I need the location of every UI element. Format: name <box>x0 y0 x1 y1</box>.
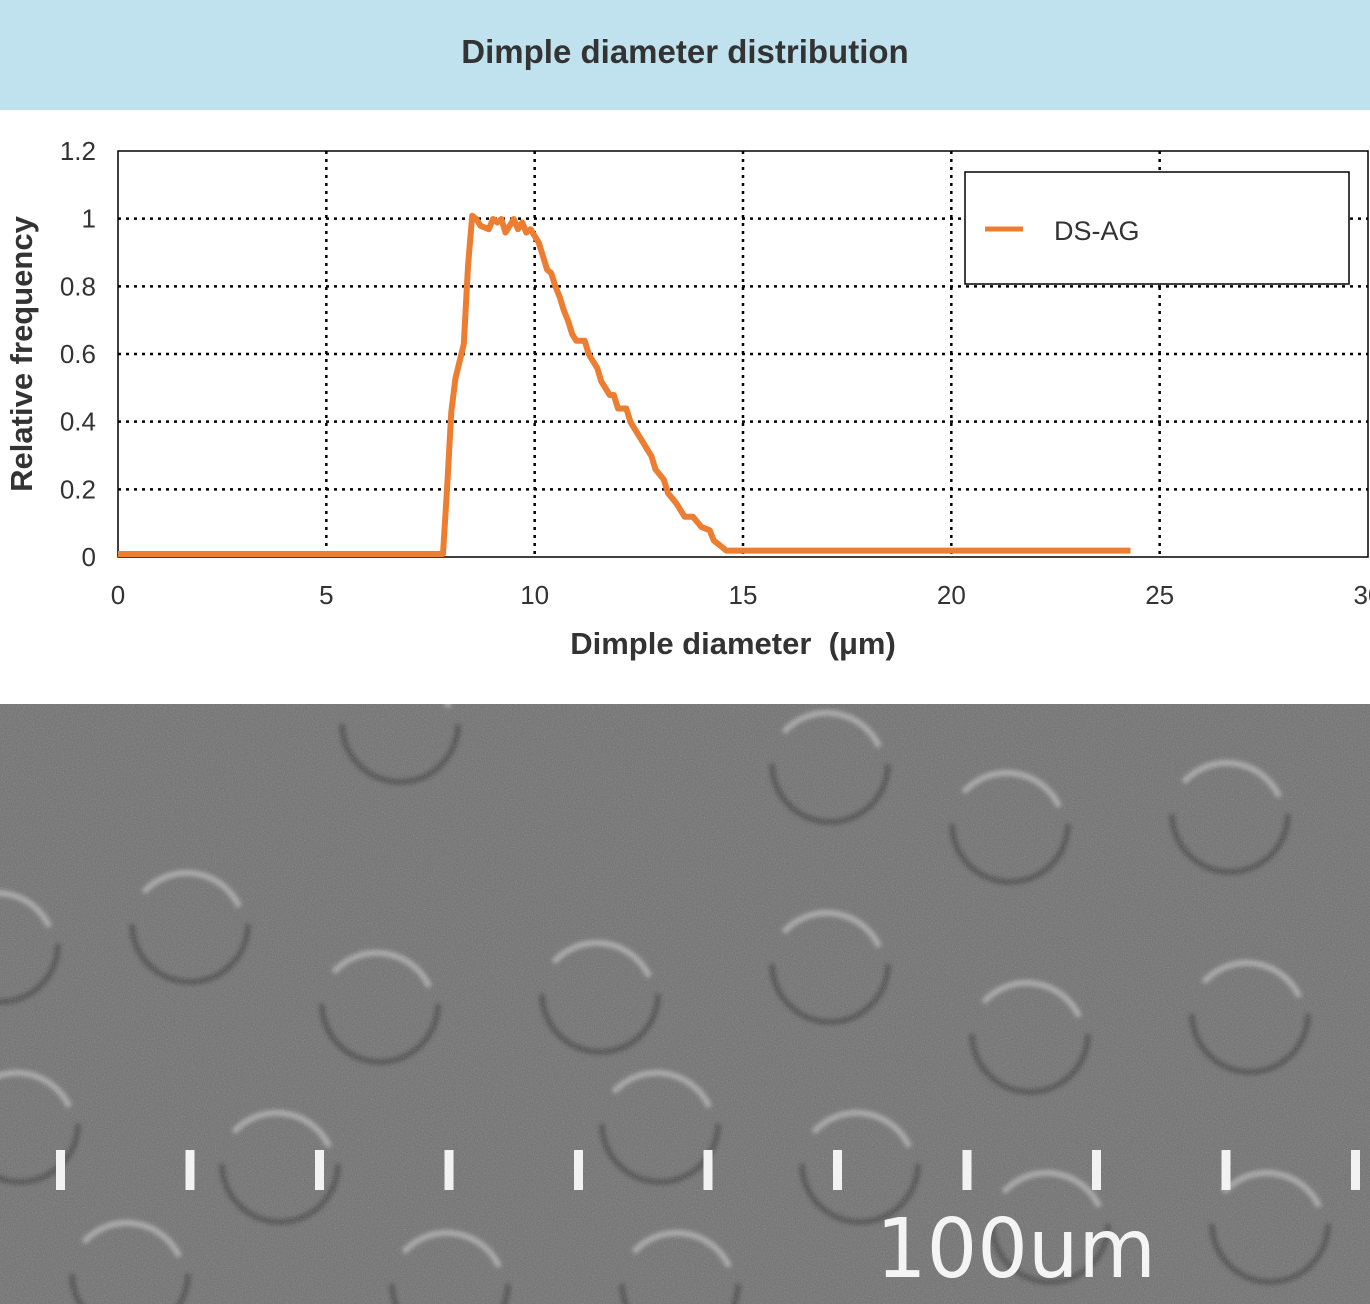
scale-tick <box>185 1150 195 1190</box>
scale-tick <box>1351 1150 1360 1190</box>
scale-tick <box>315 1150 324 1190</box>
x-tick-label: 30 <box>1354 580 1370 610</box>
scale-tick <box>1221 1150 1231 1190</box>
y-tick-label: 0.8 <box>60 271 96 301</box>
legend-box <box>964 171 1350 285</box>
legend-label-ds-ag: DS-AG <box>1054 216 1140 246</box>
scale-tick <box>703 1150 713 1190</box>
x-tick-label: 0 <box>111 580 125 610</box>
scale-tick <box>1092 1150 1101 1190</box>
line-chart: 0 5 10 15 20 25 30 0 0.2 0.4 0.6 0.8 1 1.2 Relative f… <box>4 136 1370 661</box>
scale-tick <box>444 1150 454 1190</box>
title-banner: Dimple diameter distribution <box>0 0 1370 110</box>
scale-tick <box>574 1150 583 1190</box>
y-tick-label: 1 <box>82 204 96 234</box>
sem-micrograph: 100um <box>0 704 1370 1304</box>
y-axis-label: Relative frequency <box>4 215 39 491</box>
scale-tick <box>833 1150 842 1190</box>
y-tick-label: 0 <box>82 542 96 572</box>
y-tick-label: 0.4 <box>60 407 96 437</box>
scale-bar-label: 100um <box>876 1202 1156 1297</box>
chart-title: Dimple diameter distribution <box>461 33 909 70</box>
legend: DS-AG <box>964 171 1350 285</box>
y-tick-label: 1.2 <box>60 136 96 166</box>
x-tick-label: 10 <box>520 580 549 610</box>
y-tick-label: 0.6 <box>60 339 96 369</box>
x-axis-label: Dimple diameter (μm) <box>570 626 896 661</box>
y-tick-label: 0.2 <box>60 474 96 504</box>
x-tick-label: 5 <box>319 580 333 610</box>
x-tick-label: 25 <box>1145 580 1174 610</box>
scale-tick <box>962 1150 972 1190</box>
x-tick-label: 20 <box>937 580 966 610</box>
x-tick-label: 15 <box>729 580 758 610</box>
scale-tick <box>56 1150 65 1190</box>
